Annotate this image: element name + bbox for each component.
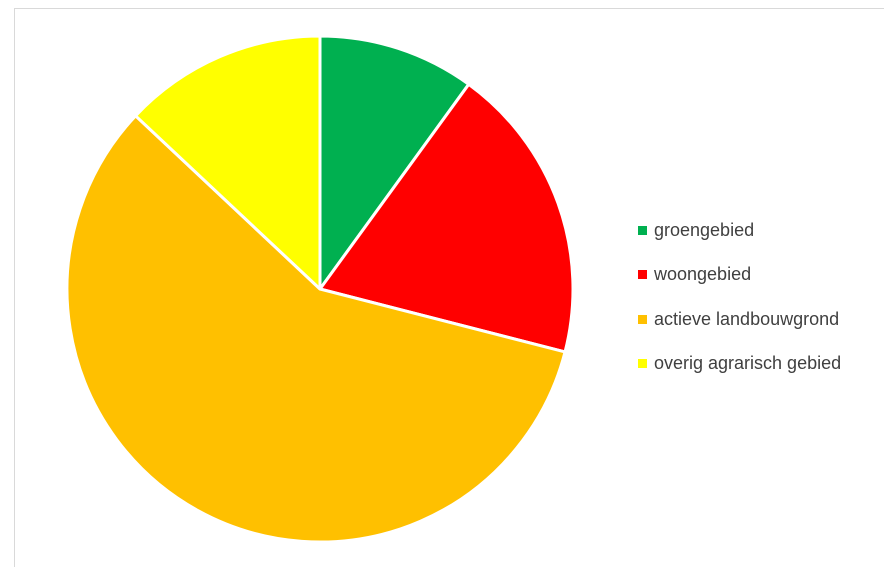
legend-swatch [638, 359, 647, 369]
pie-slice-woongebied [318, 82, 575, 354]
legend-swatch [638, 225, 647, 235]
legend-label: woongebied [654, 264, 752, 285]
legend-item: woongebied [638, 253, 841, 298]
pie-slice-overig-agrarisch-gebied [134, 34, 322, 291]
legend-item: actieve landbouwgrond [638, 297, 841, 342]
legend-label: groengebied [654, 219, 755, 240]
legend: groengebied woongebied actieve landbouwgro… [638, 208, 841, 386]
pie-slice-actieve-landbouwgrond [65, 114, 567, 544]
legend-swatch [638, 314, 647, 324]
legend-item: groengebied [638, 208, 841, 253]
legend-label: actieve landbouwgrond [654, 308, 840, 329]
legend-label: overig agrarisch gebied [654, 353, 842, 374]
legend-item: overig agrarisch gebied [638, 342, 841, 387]
legend-swatch [638, 270, 647, 280]
pie-slice-groengebied [318, 34, 471, 291]
